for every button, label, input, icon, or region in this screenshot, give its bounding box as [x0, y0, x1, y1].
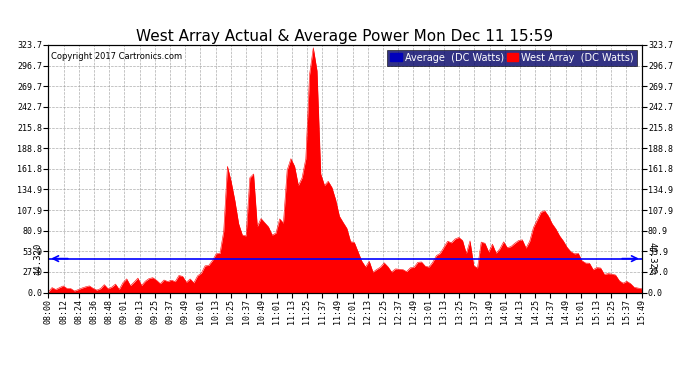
Text: 44.320: 44.320: [648, 243, 657, 275]
Title: West Array Actual & Average Power Mon Dec 11 15:59: West Array Actual & Average Power Mon De…: [137, 29, 553, 44]
Legend: Average  (DC Watts), West Array  (DC Watts): Average (DC Watts), West Array (DC Watts…: [387, 50, 637, 66]
Text: 44.320: 44.320: [33, 243, 42, 275]
Text: Copyright 2017 Cartronics.com: Copyright 2017 Cartronics.com: [51, 53, 182, 62]
